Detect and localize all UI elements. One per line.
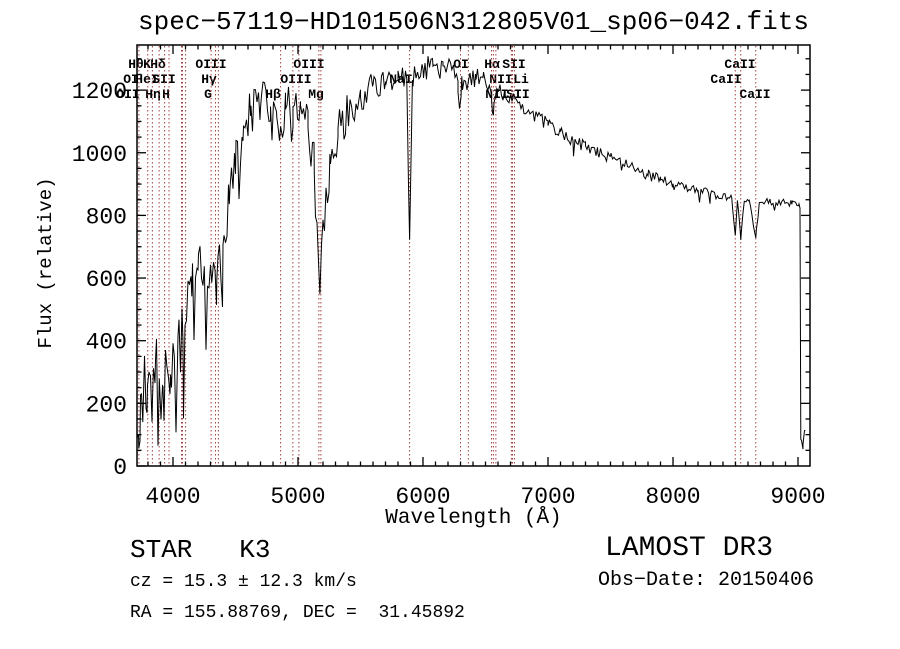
axis-tick-label: 1000 — [72, 142, 127, 168]
axis-tick-label: 5000 — [270, 484, 325, 510]
spectral-line-label: Hδ — [150, 57, 166, 72]
spectral-line-label: G — [204, 87, 212, 102]
spectral-line-label: Hβ — [265, 87, 281, 102]
spectral-line-label: Hγ — [201, 72, 217, 87]
spectral-line-label: OIII — [280, 72, 311, 87]
axis-tick-label: 1200 — [72, 79, 127, 105]
plot-frame — [136, 44, 811, 467]
spectral-line-label: CaII — [710, 72, 741, 87]
axis-tick-label: 200 — [86, 392, 127, 418]
axis-tick-label: 7000 — [520, 484, 575, 510]
axis-tick-label: 6000 — [395, 484, 450, 510]
axis-tick-label: 9000 — [770, 484, 825, 510]
spectral-line-label: CaII — [739, 87, 770, 102]
spectral-line-label: H — [162, 87, 170, 102]
spectrum-line — [136, 56, 806, 450]
axis-tick-label: 800 — [86, 204, 127, 230]
y-axis-label: Flux (relative) — [35, 177, 57, 349]
x-axis-label: Wavelength (Å) — [385, 507, 562, 530]
spectral-line-label: K — [143, 57, 151, 72]
spectral-line-label: OI — [453, 57, 469, 72]
axis-tick-label: 0 — [113, 455, 127, 481]
cz-velocity-text: cz = 15.3 ± 12.3 km/s — [130, 572, 357, 592]
spectral-line-label: OI — [123, 72, 139, 87]
spectral-line-label: Hα — [484, 57, 500, 72]
survey-release-text: LAMOST DR3 — [605, 533, 774, 564]
obs-date-text: Obs−Date: 20150406 — [598, 569, 815, 592]
spectral-line-label: Hη — [145, 87, 161, 102]
spectral-line-label: NII — [489, 72, 512, 87]
spectral-line-label: Li — [513, 72, 529, 87]
plot-title: spec−57119−HD101506N312805V01_sp06−042.f… — [138, 7, 809, 37]
axis-tick-label: 600 — [86, 267, 127, 293]
axis-tick-label: 8000 — [645, 484, 700, 510]
spectral-line-label: OIII — [293, 57, 324, 72]
axis-tick-label: 4000 — [145, 484, 200, 510]
spectral-line-label: OII — [116, 87, 139, 102]
object-class-text: STAR K3 — [130, 535, 271, 565]
spectral-line-label: Mg — [308, 87, 324, 102]
spectral-line-label: SII — [152, 72, 175, 87]
spectral-line-label: OIII — [195, 57, 226, 72]
spectral-line-label: Hθ — [128, 57, 144, 72]
axis-tick-label: 400 — [86, 330, 127, 356]
spectral-line-label: CaII — [724, 57, 755, 72]
ra-dec-text: RA = 155.88769, DEC = 31.45892 — [130, 603, 465, 623]
spectral-line-label: SII — [502, 57, 525, 72]
